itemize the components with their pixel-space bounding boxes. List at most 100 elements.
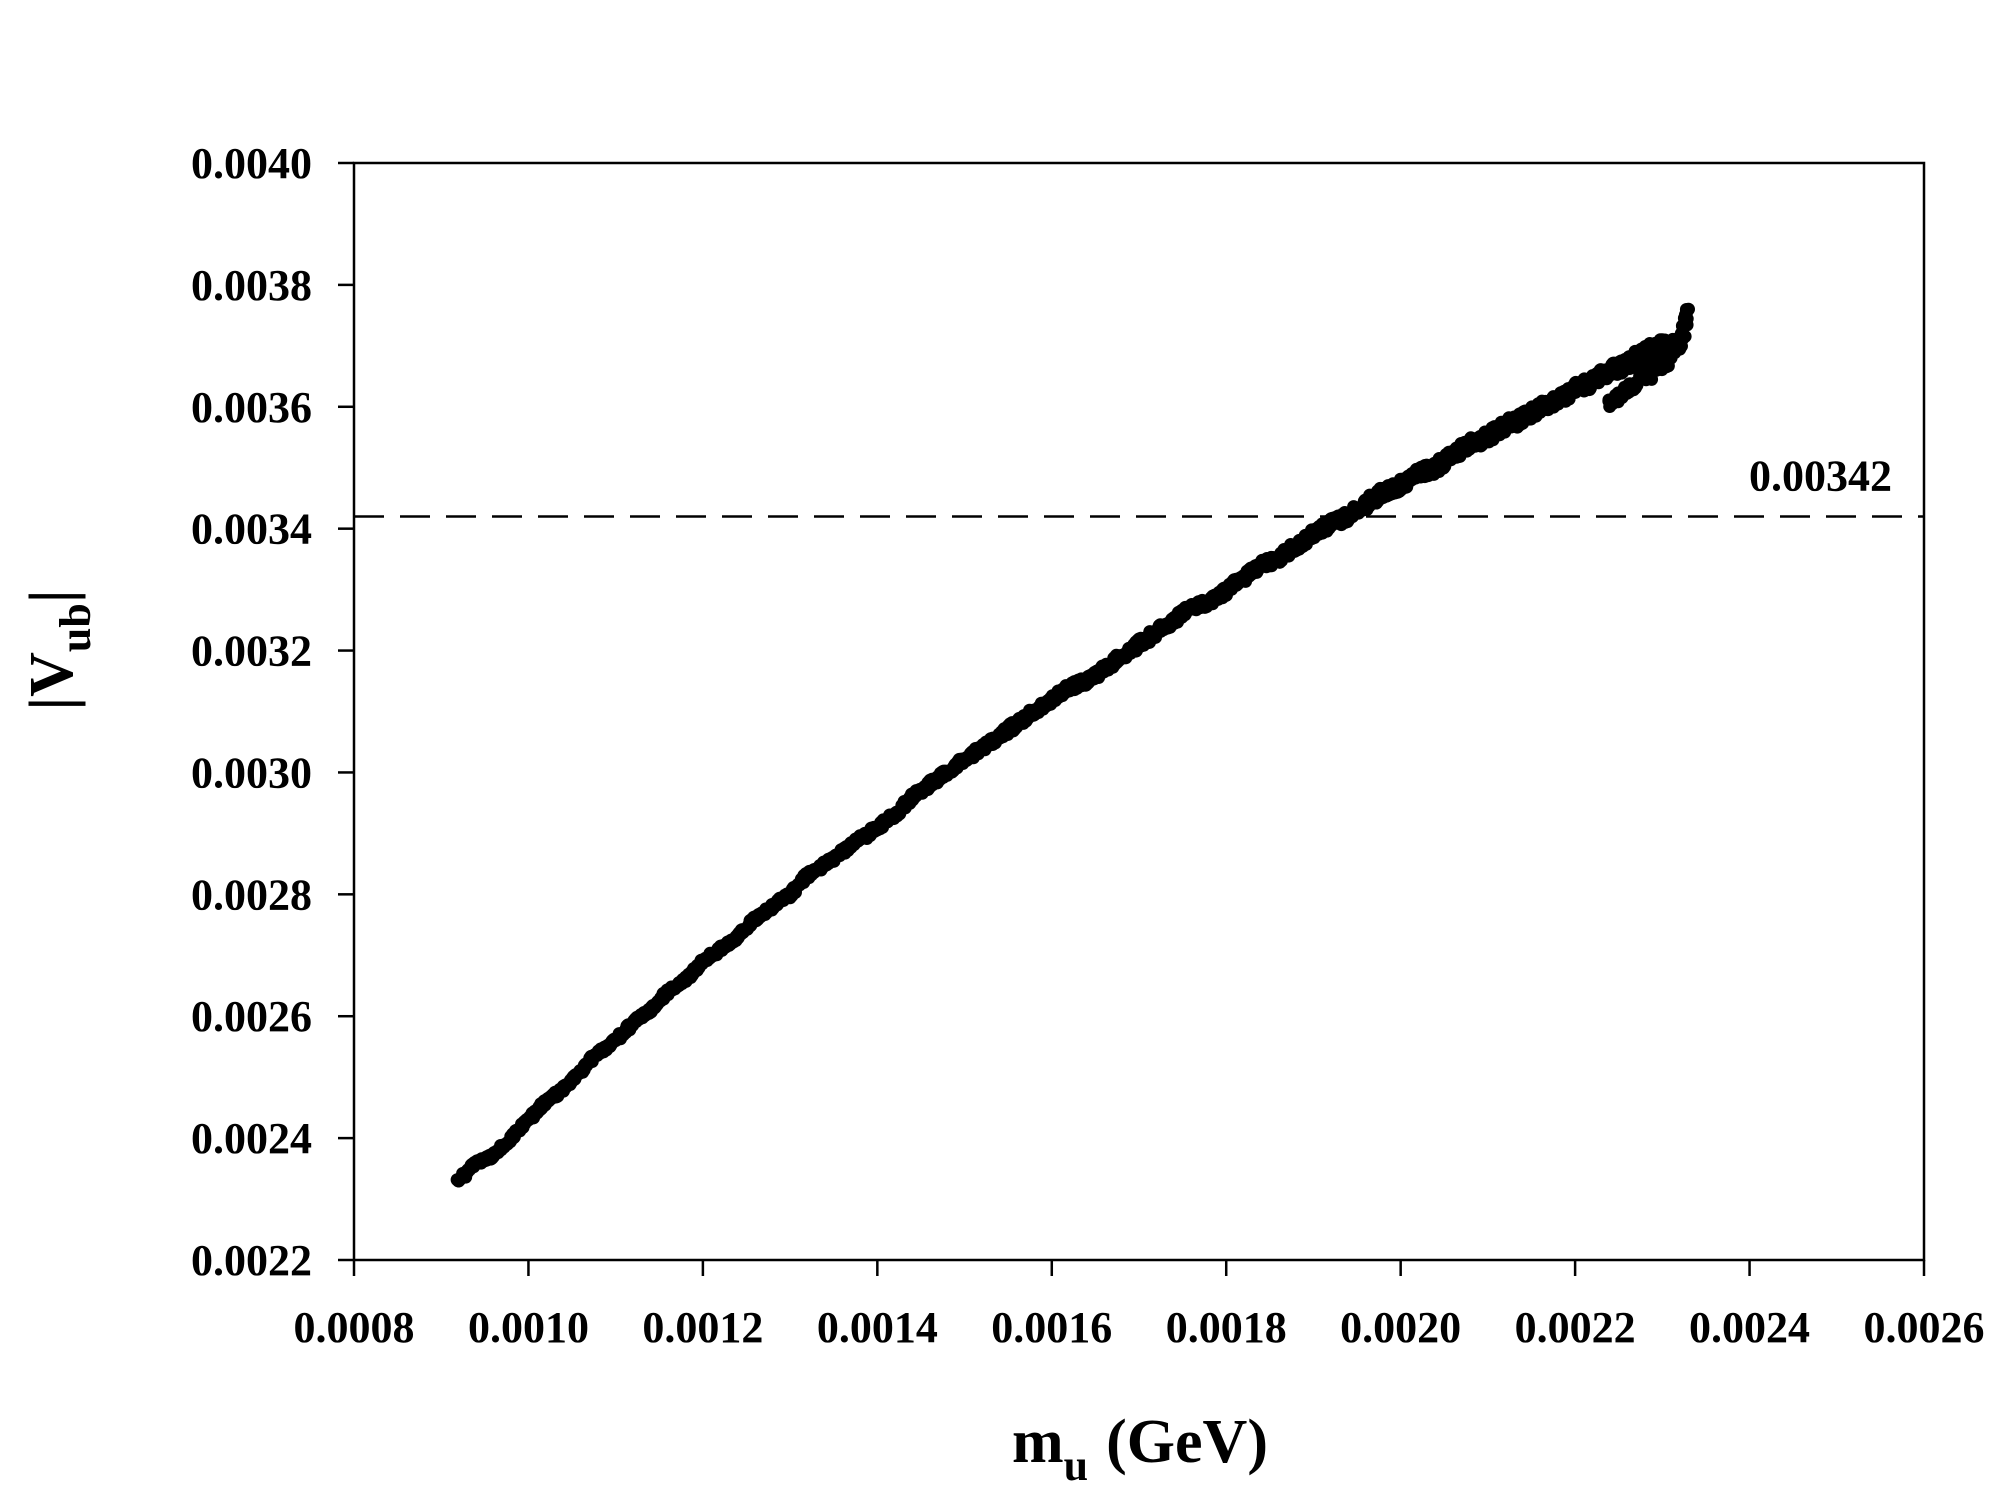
x-axis-ticks: 0.0008 0.0010 0.0012 0.0014 0.0016 0.0018 0.00…: [294, 1260, 1985, 1352]
data-point: [1272, 552, 1286, 566]
data-point: [1533, 400, 1547, 414]
data-point: [1629, 375, 1643, 389]
data-point: [1027, 705, 1041, 718]
data-point: [469, 1155, 483, 1169]
data-point: [1568, 381, 1582, 395]
data-point: [1219, 583, 1233, 597]
data-point: [1603, 363, 1617, 377]
data-point: [975, 741, 989, 755]
data-point: [1551, 394, 1565, 408]
y-axis-title-prefix: |V: [18, 652, 86, 711]
data-point: [609, 1034, 623, 1048]
data-point: [556, 1082, 570, 1096]
data-point: [452, 1174, 466, 1188]
reference-line-label: 0.00342: [1749, 451, 1892, 500]
x-tick-label: 0.0020: [1340, 1303, 1461, 1352]
data-point: [853, 832, 867, 846]
data-point: [888, 808, 902, 822]
y-tick-label: 0.0038: [191, 261, 312, 310]
data-point: [696, 954, 710, 968]
data-point: [766, 900, 780, 914]
data-point: [1045, 692, 1059, 706]
data-point: [1603, 394, 1617, 408]
y-axis-title-suffix: |: [18, 589, 86, 603]
data-point: [1586, 375, 1600, 389]
y-tick-label: 0.0028: [191, 870, 312, 919]
data-point: [818, 857, 832, 871]
data-point: [1202, 595, 1216, 609]
data-point: [1010, 717, 1024, 731]
x-tick-label: 0.0014: [817, 1303, 938, 1352]
data-point: [940, 765, 954, 779]
data-point: [1664, 351, 1678, 365]
data-point: [1237, 570, 1251, 584]
data-point: [1289, 540, 1303, 554]
y-tick-label: 0.0030: [191, 748, 312, 797]
x-tick-label: 0.0024: [1689, 1303, 1810, 1352]
y-tick-label: 0.0024: [191, 1114, 312, 1163]
data-point: [1463, 436, 1477, 450]
data-point: [1306, 528, 1320, 542]
x-tick-label: 0.0008: [294, 1303, 415, 1352]
data-points: [450, 302, 1695, 1188]
data-point: [923, 778, 937, 792]
x-tick-label: 0.0026: [1864, 1303, 1985, 1352]
x-tick-label: 0.0018: [1166, 1303, 1287, 1352]
data-point: [1062, 680, 1076, 694]
data-point: [992, 729, 1006, 743]
data-point: [1132, 637, 1146, 651]
data-point: [1638, 345, 1652, 359]
data-point: [521, 1113, 535, 1127]
data-point: [905, 790, 919, 804]
data-point: [801, 869, 815, 883]
y-axis-title-sub: ub: [51, 603, 100, 652]
x-tick-label: 0.0010: [468, 1303, 589, 1352]
data-point: [1655, 339, 1669, 353]
y-tick-label: 0.0026: [191, 992, 312, 1041]
y-tick-label: 0.0032: [191, 627, 312, 676]
x-tick-label: 0.0022: [1515, 1303, 1636, 1352]
x-axis-title: mu (GeV): [1012, 1408, 1268, 1490]
data-point: [1446, 449, 1460, 463]
y-tick-label: 0.0034: [191, 505, 312, 554]
data-point: [835, 845, 849, 859]
data-point: [1682, 302, 1695, 316]
data-point: [1080, 674, 1094, 688]
data-point: [539, 1095, 553, 1109]
data-point: [783, 887, 797, 901]
x-tick-label: 0.0016: [991, 1303, 1112, 1352]
data-point: [1115, 650, 1129, 664]
data-point: [1184, 601, 1198, 615]
y-tick-label: 0.0022: [191, 1236, 312, 1285]
data-point: [1498, 418, 1512, 432]
data-point: [661, 985, 675, 999]
data-point: [1341, 509, 1355, 523]
y-tick-label: 0.0036: [191, 383, 312, 432]
data-point: [1376, 485, 1390, 499]
data-point: [574, 1064, 588, 1078]
data-point: [644, 1003, 658, 1017]
x-axis-title-sub: u: [1064, 1441, 1088, 1490]
data-point: [870, 820, 884, 834]
data-point: [1149, 625, 1163, 639]
y-axis-title: |Vub|: [18, 589, 100, 710]
data-point: [748, 912, 762, 926]
data-point: [1429, 461, 1443, 475]
data-point: [1254, 558, 1268, 572]
data-point: [1516, 412, 1530, 426]
data-point: [713, 942, 727, 956]
data-point: [504, 1131, 518, 1145]
data-point: [1411, 467, 1425, 481]
data-point: [591, 1046, 605, 1060]
data-point: [487, 1149, 501, 1163]
data-point: [1167, 613, 1181, 627]
x-axis-title-main: m: [1012, 1408, 1064, 1476]
data-point: [1359, 497, 1373, 511]
data-point: [626, 1015, 640, 1029]
x-tick-label: 0.0012: [642, 1303, 763, 1352]
data-point: [1481, 430, 1495, 444]
data-point: [731, 930, 745, 944]
plot-frame: [352, 161, 1926, 1262]
data-point: [1620, 357, 1634, 371]
